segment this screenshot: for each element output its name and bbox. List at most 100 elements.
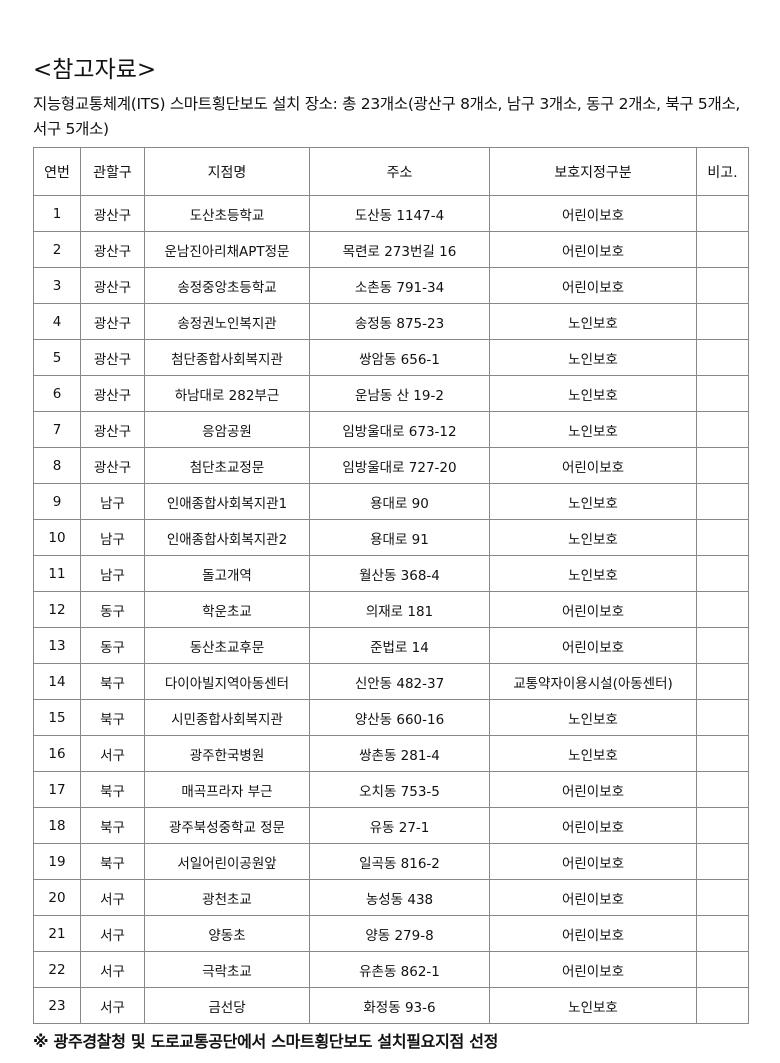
cell-address: 쌍암동 656-1	[309, 339, 490, 376]
cell-protection-type: 어린이보호	[489, 627, 697, 664]
cell-protection-type: 어린이보호	[489, 807, 697, 844]
cell-address: 신안동 482-37	[309, 663, 490, 700]
table-row: 10 남구 인애종합사회복지관2 용대로 91 노인보호	[33, 519, 749, 556]
cell-no: 17	[33, 771, 81, 808]
cell-remarks	[696, 915, 749, 952]
cell-remarks	[696, 987, 749, 1024]
header-col-location: 지점명	[144, 147, 310, 196]
cell-address: 용대로 91	[309, 519, 490, 556]
table-row: 11 남구 돌고개역 월산동 368-4 노인보호	[33, 555, 749, 592]
cell-address: 임방울대로 727-20	[309, 447, 490, 484]
table-row: 4 광산구 송정권노인복지관 송정동 875-23 노인보호	[33, 303, 749, 340]
cell-no: 4	[33, 303, 81, 340]
cell-district: 광산구	[80, 267, 145, 304]
cell-no: 10	[33, 519, 81, 556]
cell-location: 돌고개역	[144, 555, 310, 592]
cell-remarks	[696, 519, 749, 556]
header-col-district: 관할구	[80, 147, 145, 196]
cell-remarks	[696, 807, 749, 844]
cell-address: 준법로 14	[309, 627, 490, 664]
cell-no: 18	[33, 807, 81, 844]
cell-remarks	[696, 627, 749, 664]
cell-no: 1	[33, 195, 81, 232]
cell-protection-type: 노인보호	[489, 519, 697, 556]
cell-address: 월산동 368-4	[309, 555, 490, 592]
cell-remarks	[696, 699, 749, 736]
cell-no: 20	[33, 879, 81, 916]
cell-no: 23	[33, 987, 81, 1024]
cell-address: 송정동 875-23	[309, 303, 490, 340]
cell-district: 광산구	[80, 303, 145, 340]
cell-no: 7	[33, 411, 81, 448]
cell-protection-type: 교통약자이용시설(아동센터)	[489, 663, 697, 700]
cell-address: 유동 27-1	[309, 807, 490, 844]
cell-address: 농성동 438	[309, 879, 490, 916]
table-row: 1 광산구 도산초등학교 도산동 1147-4 어린이보호	[33, 195, 749, 232]
cell-location: 동산초교후문	[144, 627, 310, 664]
cell-location: 금선당	[144, 987, 310, 1024]
cell-location: 다이아빌지역아동센터	[144, 663, 310, 700]
cell-no: 11	[33, 555, 81, 592]
cell-remarks	[696, 879, 749, 916]
cell-district: 남구	[80, 483, 145, 520]
table-row: 15 북구 시민종합사회복지관 양산동 660-16 노인보호	[33, 699, 749, 736]
cell-district: 동구	[80, 591, 145, 628]
cell-location: 서일어린이공원앞	[144, 843, 310, 880]
cell-protection-type: 어린이보호	[489, 951, 697, 988]
cell-remarks	[696, 375, 749, 412]
cell-location: 도산초등학교	[144, 195, 310, 232]
cell-district: 서구	[80, 951, 145, 988]
cell-district: 남구	[80, 519, 145, 556]
cell-location: 광천초교	[144, 879, 310, 916]
cell-protection-type: 노인보호	[489, 339, 697, 376]
installation-table: 연번 관할구 지점명 주소 보호지정구분 비고. 1 광산구 도산초등학교 도산동 1147-4…	[33, 147, 749, 1024]
cell-remarks	[696, 483, 749, 520]
cell-location: 인애종합사회복지관1	[144, 483, 310, 520]
header-col-remarks: 비고.	[696, 147, 749, 196]
cell-no: 19	[33, 843, 81, 880]
cell-no: 8	[33, 447, 81, 484]
table-row: 14 북구 다이아빌지역아동센터 신안동 482-37 교통약자이용시설(아동센터)	[33, 663, 749, 700]
cell-protection-type: 노인보호	[489, 411, 697, 448]
cell-district: 북구	[80, 663, 145, 700]
cell-remarks	[696, 843, 749, 880]
cell-location: 운남진아리채APT정문	[144, 231, 310, 268]
table-row: 20 서구 광천초교 농성동 438 어린이보호	[33, 879, 749, 916]
cell-remarks	[696, 951, 749, 988]
cell-address: 의재로 181	[309, 591, 490, 628]
cell-location: 극락초교	[144, 951, 310, 988]
cell-district: 북구	[80, 699, 145, 736]
cell-remarks	[696, 591, 749, 628]
cell-protection-type: 노인보호	[489, 483, 697, 520]
cell-location: 광주한국병원	[144, 735, 310, 772]
cell-location: 학운초교	[144, 591, 310, 628]
table-row: 8 광산구 첨단초교정문 임방울대로 727-20 어린이보호	[33, 447, 749, 484]
cell-location: 송정권노인복지관	[144, 303, 310, 340]
cell-protection-type: 어린이보호	[489, 231, 697, 268]
cell-remarks	[696, 267, 749, 304]
cell-district: 북구	[80, 807, 145, 844]
cell-location: 하남대로 282부근	[144, 375, 310, 412]
cell-protection-type: 어린이보호	[489, 591, 697, 628]
table-row: 6 광산구 하남대로 282부근 운남동 산 19-2 노인보호	[33, 375, 749, 412]
table-row: 18 북구 광주북성중학교 정문 유동 27-1 어린이보호	[33, 807, 749, 844]
cell-address: 오치동 753-5	[309, 771, 490, 808]
cell-district: 동구	[80, 627, 145, 664]
cell-address: 일곡동 816-2	[309, 843, 490, 880]
cell-protection-type: 어린이보호	[489, 915, 697, 952]
cell-address: 임방울대로 673-12	[309, 411, 490, 448]
table-row: 17 북구 매곡프라자 부근 오치동 753-5 어린이보호	[33, 771, 749, 808]
cell-address: 용대로 90	[309, 483, 490, 520]
cell-remarks	[696, 555, 749, 592]
cell-protection-type: 어린이보호	[489, 195, 697, 232]
cell-protection-type: 노인보호	[489, 987, 697, 1024]
cell-location: 인애종합사회복지관2	[144, 519, 310, 556]
cell-no: 21	[33, 915, 81, 952]
cell-remarks	[696, 663, 749, 700]
table-row: 22 서구 극락초교 유촌동 862-1 어린이보호	[33, 951, 749, 988]
cell-district: 광산구	[80, 411, 145, 448]
cell-district: 광산구	[80, 231, 145, 268]
cell-no: 16	[33, 735, 81, 772]
cell-remarks	[696, 771, 749, 808]
table-row: 13 동구 동산초교후문 준법로 14 어린이보호	[33, 627, 749, 664]
